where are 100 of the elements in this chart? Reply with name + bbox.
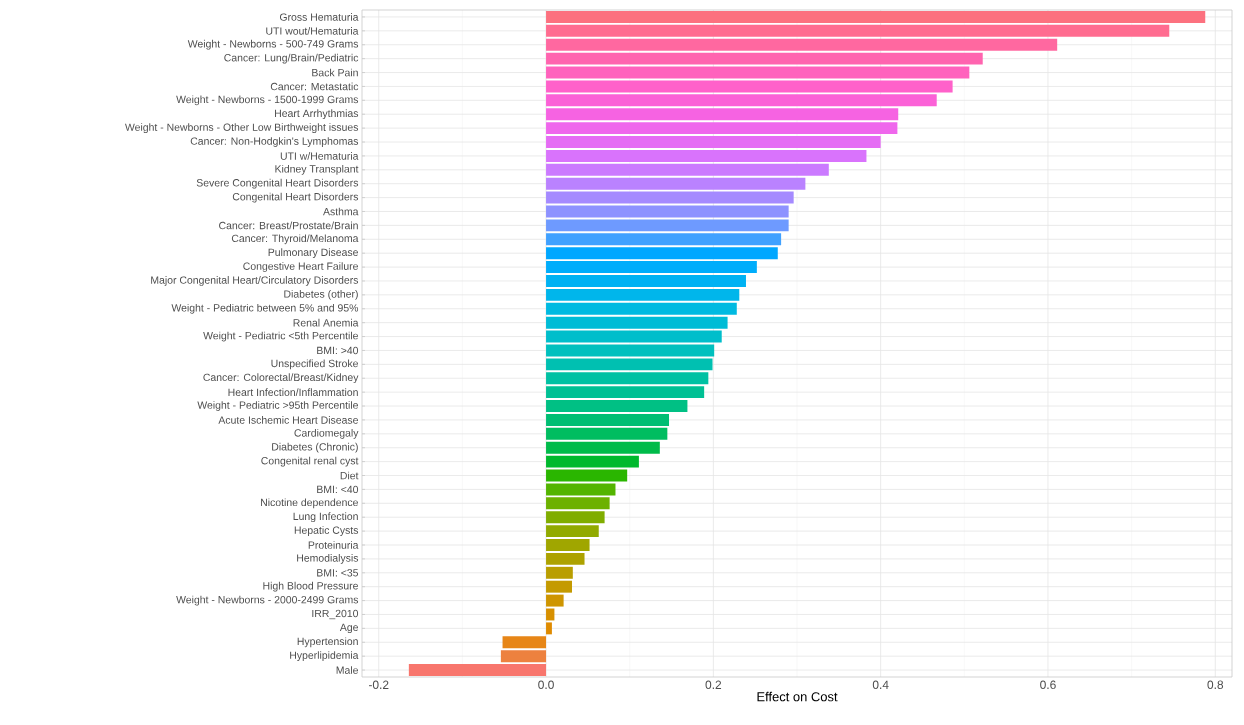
y-tick-label: Gross Hematuria xyxy=(279,13,359,21)
y-tick-label: Kidney Transplant xyxy=(275,164,359,175)
y-tick-label: High Blood Pressure xyxy=(263,581,358,592)
y-tick-label: Diabetes (other) xyxy=(284,290,358,300)
x-tick-label: 0.8 xyxy=(1207,680,1224,689)
y-tick-label: Cancer: Breast/Prostate/Brain xyxy=(219,221,358,230)
y-tick-label: Hypertension xyxy=(297,637,358,648)
y-tick-label: Back Pain xyxy=(312,68,358,77)
y-tick-label: Nicotine dependence xyxy=(261,498,358,509)
y-tick-label: BMI: <40 xyxy=(317,485,359,494)
bar xyxy=(546,441,660,454)
bar xyxy=(546,288,740,301)
bar xyxy=(546,594,564,607)
bar xyxy=(546,413,670,426)
bar xyxy=(408,664,547,677)
y-tick-label: Diet xyxy=(340,471,359,480)
bar xyxy=(546,316,728,329)
bar xyxy=(546,10,1206,23)
y-tick-label: Congenital renal cyst xyxy=(261,456,359,467)
bar xyxy=(546,372,709,385)
bar xyxy=(546,24,1170,37)
y-tick-label: Acute Ischemic Heart Disease xyxy=(218,416,358,424)
x-tick-label: 0.6 xyxy=(1040,680,1056,689)
bar xyxy=(546,525,599,538)
y-tick-label: Weight - Pediatric between 5% and 95% xyxy=(171,303,359,314)
bar xyxy=(546,233,782,246)
y-tick-label: Proteinuria xyxy=(308,541,359,549)
y-tick-label: Hemodialysis xyxy=(297,554,359,564)
bar xyxy=(546,344,715,357)
y-tick-label: Congenital Heart Disorders xyxy=(232,192,359,203)
bar xyxy=(546,122,898,135)
y-tick-label: Weight - Newborns - Other Low Birthweight issues xyxy=(125,123,359,133)
y-tick-label: UTI wout/Hematuria xyxy=(266,27,359,35)
y-tick-label: Renal Anemia xyxy=(293,318,359,327)
y-tick-label: BMI: <35 xyxy=(317,569,359,577)
y-tick-label: Major Congenital Heart/Circulatory Disorders xyxy=(151,276,359,286)
bar xyxy=(546,108,899,121)
bar xyxy=(546,386,705,399)
y-tick-label: Cancer: Non-Hodgkin's Lymphomas xyxy=(190,137,359,147)
bar xyxy=(546,358,713,371)
y-tick-label: Cancer: Thyroid/Melanoma xyxy=(231,234,359,245)
y-tick-label: Cancer: Lung/Brain/Pediatric xyxy=(224,53,359,64)
bar xyxy=(546,136,881,148)
bar xyxy=(546,455,639,468)
x-tick-label: 0.2 xyxy=(705,680,722,689)
y-tick-label: Asthma xyxy=(323,207,359,216)
bar xyxy=(546,66,970,79)
y-tick-label: Weight - Pediatric <5th Percentile xyxy=(203,331,358,342)
bar xyxy=(546,219,789,232)
bar xyxy=(546,511,605,524)
y-tick-label: IRR_2010 xyxy=(312,609,359,620)
bar xyxy=(546,149,867,162)
bar xyxy=(546,622,552,635)
bar xyxy=(546,552,585,565)
y-tick-label: Heart Arrhythmias xyxy=(275,109,359,120)
bar xyxy=(546,566,573,579)
y-tick-label: Lung Infection xyxy=(293,512,358,523)
bar xyxy=(546,38,1058,51)
bar xyxy=(502,636,547,649)
bar xyxy=(546,177,806,190)
bar xyxy=(500,650,547,663)
y-tick-label: UTI w/Hematuria xyxy=(280,152,359,160)
y-tick-label: Cardiomegaly xyxy=(294,428,359,439)
y-tick-label: Hyperlipidemia xyxy=(290,651,359,662)
y-tick-label: Diabetes (Chronic) xyxy=(272,442,358,453)
y-tick-label: Cancer: Metastatic xyxy=(270,82,359,91)
y-tick-label: Severe Congenital Heart Disorders xyxy=(196,178,359,189)
bar xyxy=(546,191,794,204)
y-tick-label: Male xyxy=(336,666,358,674)
bar xyxy=(546,261,757,274)
y-tick-label: BMI: >40 xyxy=(317,346,359,355)
bar xyxy=(546,163,829,176)
bar xyxy=(546,400,688,413)
y-tick-label: Unspecified Stroke xyxy=(271,359,358,370)
y-tick-label: Cancer: Colorectal/Breast/Kidney xyxy=(203,373,359,384)
y-tick-label: Age xyxy=(339,623,359,634)
bar xyxy=(546,205,789,218)
x-axis-title: Effect on Cost xyxy=(757,691,838,702)
bar xyxy=(546,247,778,260)
y-tick-label: Weight - Newborns - 2000-2499 Grams xyxy=(176,595,359,606)
bar xyxy=(546,302,737,315)
bar xyxy=(546,52,983,65)
y-tick-label: Pulmonary Disease xyxy=(268,248,358,259)
bar xyxy=(546,497,610,510)
bar xyxy=(546,469,628,482)
y-tick-label: Weight - Newborns - 1500-1999 Grams xyxy=(176,95,359,106)
y-tick-label: Congestive Heart Failure xyxy=(243,262,358,272)
y-tick-label: Hepatic Cysts xyxy=(294,526,359,536)
bar xyxy=(546,539,590,551)
x-tick-label: 0.4 xyxy=(872,680,889,689)
y-tick-label: Weight - Newborns - 500-749 Grams xyxy=(187,39,359,50)
bar xyxy=(546,94,937,107)
bar xyxy=(546,330,722,343)
y-tick-label: Weight - Pediatric >95th Percentile xyxy=(197,401,358,411)
bar xyxy=(546,427,668,440)
bar xyxy=(546,80,953,93)
bar xyxy=(546,275,746,287)
bar xyxy=(546,580,572,593)
y-tick-label: Heart Infection/Inflammation xyxy=(228,388,358,396)
bar xyxy=(546,483,616,496)
